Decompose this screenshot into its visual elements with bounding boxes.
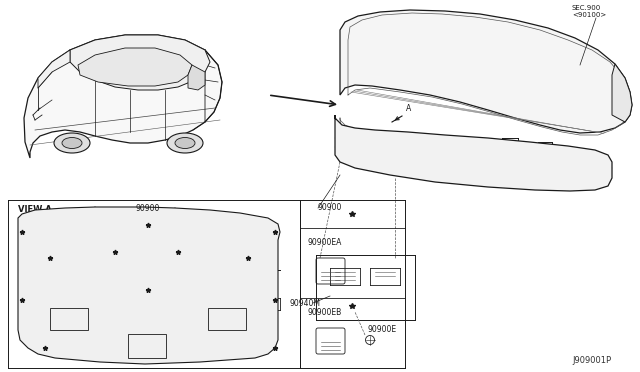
Ellipse shape [62,138,82,148]
Polygon shape [70,35,210,90]
Polygon shape [38,50,70,88]
Text: 90900: 90900 [318,203,342,212]
Polygon shape [340,10,632,133]
Text: SEC.900: SEC.900 [572,5,601,11]
Ellipse shape [167,133,203,153]
Polygon shape [18,207,280,364]
Ellipse shape [54,133,90,153]
Polygon shape [335,115,612,191]
Bar [128,334,166,358]
Text: 90900: 90900 [136,204,160,213]
Ellipse shape [175,138,195,148]
Text: A: A [406,104,412,113]
Text: J909001P: J909001P [573,356,612,365]
Bar [208,308,246,330]
Polygon shape [78,48,192,86]
Text: 90940M: 90940M [290,298,321,308]
Polygon shape [24,35,222,158]
Polygon shape [188,65,205,90]
Text: VIEW A: VIEW A [18,205,52,214]
Text: 90900EB: 90900EB [308,308,342,317]
Polygon shape [612,64,632,122]
Text: <90100>: <90100> [572,12,606,18]
Text: 90900E: 90900E [368,326,397,334]
Text: 90900EA: 90900EA [308,238,342,247]
Bar [50,308,88,330]
